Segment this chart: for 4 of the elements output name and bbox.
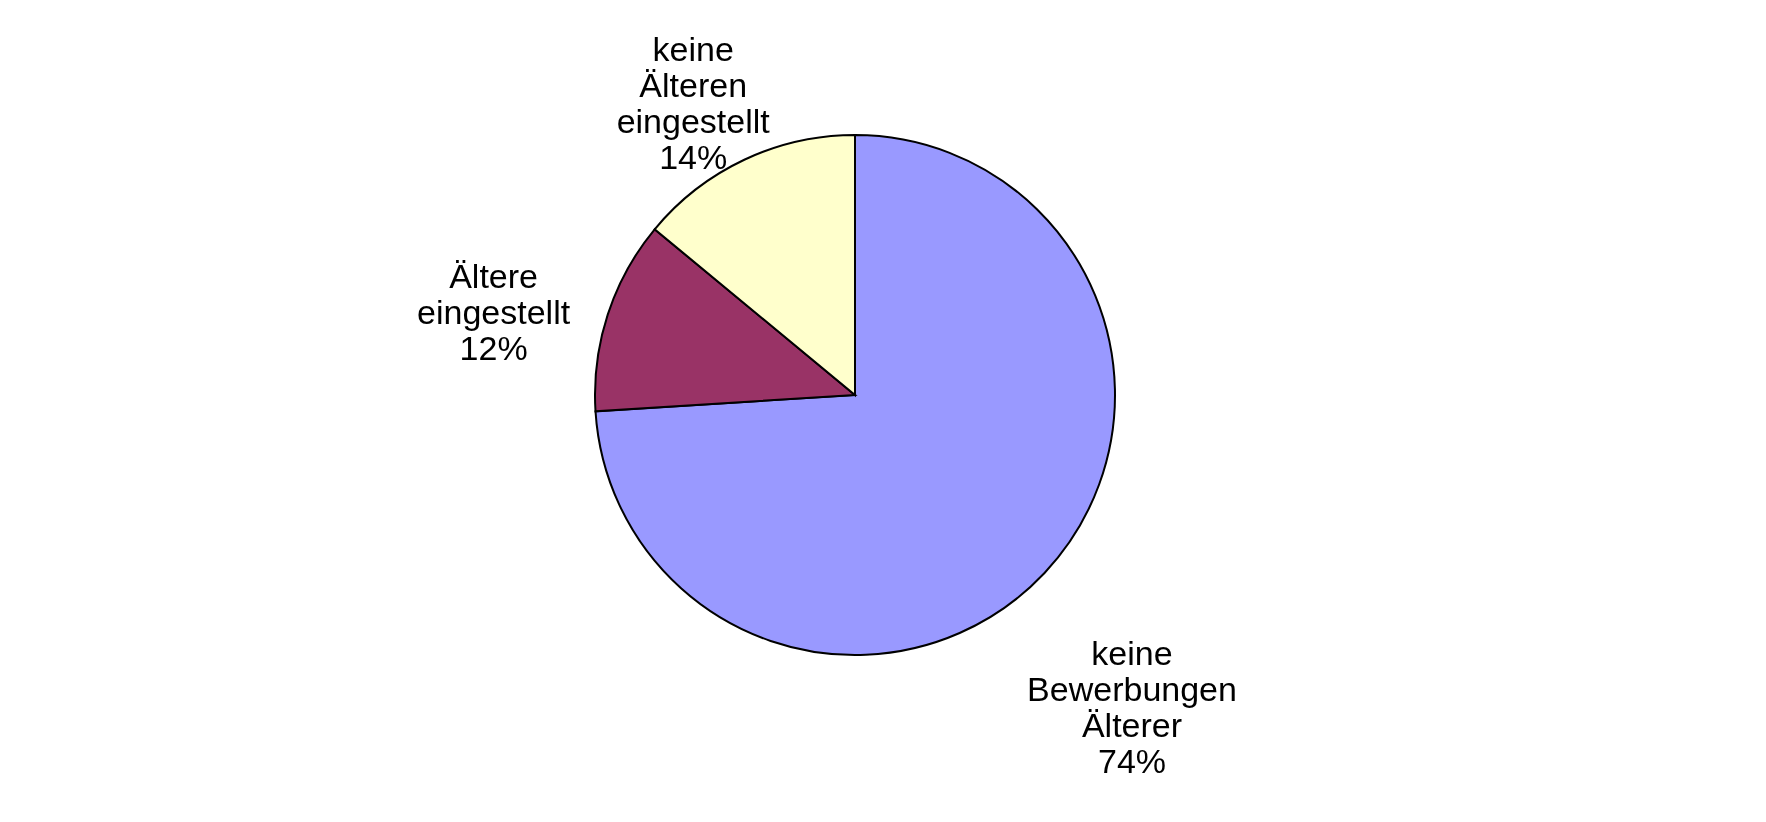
data-label: 74%: [1097, 742, 1167, 781]
slice-label: keine Älteren eingestellt: [616, 30, 771, 141]
slice-label: Ältere eingestellt: [417, 256, 571, 331]
slice-label: keine Bewerbungen Älterer: [1027, 634, 1237, 745]
